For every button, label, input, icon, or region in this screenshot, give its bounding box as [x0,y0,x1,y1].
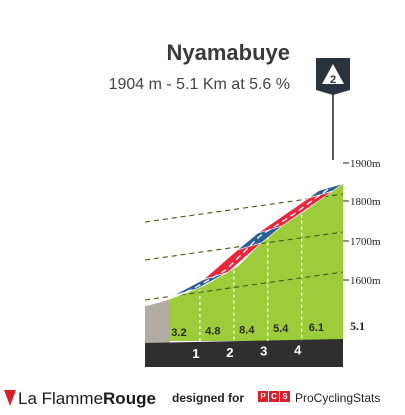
climb-subtitle: 1904 m - 5.1 Km at 5.6 % [108,76,290,93]
pcs-letter: P [258,391,268,402]
y-tick-label: 1800m [350,196,381,208]
gradient-label: 6.1 [309,322,324,334]
y-tick-label: 1600m [350,275,381,287]
y-tick-label: 1700m [350,236,381,248]
gradient-label: 3.2 [171,327,186,339]
pcs-letter: S [280,391,290,402]
pcs-letter: C [269,391,279,402]
designed-for-text: designed for [172,391,245,405]
pcs-logo: P C S [258,391,290,402]
gradient-label: 4.8 [205,326,220,338]
pcs-name: ProCyclingStats [295,391,381,405]
altitude-gridline [144,271,344,301]
km-marker: 1 [192,346,199,361]
flame-logo-icon [4,390,16,406]
brand-name: La FlammeRouge [18,389,156,408]
km-marker: 3 [260,344,267,359]
category-triangle-icon [322,64,344,84]
ceiling-flag: 2 [316,58,350,160]
climb-profile-chart: 2 1600m 1700m 1800m 1900m 3.2 4.8 8.4 5.4 6.1 1… [144,58,381,367]
footer: La FlammeRouge designed for P C S ProCyc… [0,382,405,415]
climb-title: Nyamabuye [166,40,290,65]
total-distance-label: 5.1 [350,319,365,333]
km-marker: 4 [294,342,302,357]
profile-fill [170,183,343,341]
y-tick-label: 1900m [350,158,381,170]
road-centerline [157,186,332,304]
km-marker: 2 [226,345,233,360]
category-label: 2 [330,74,336,86]
profile-base [145,339,343,367]
gradient-label: 8.4 [239,324,255,336]
gradient-label: 5.4 [273,323,289,335]
